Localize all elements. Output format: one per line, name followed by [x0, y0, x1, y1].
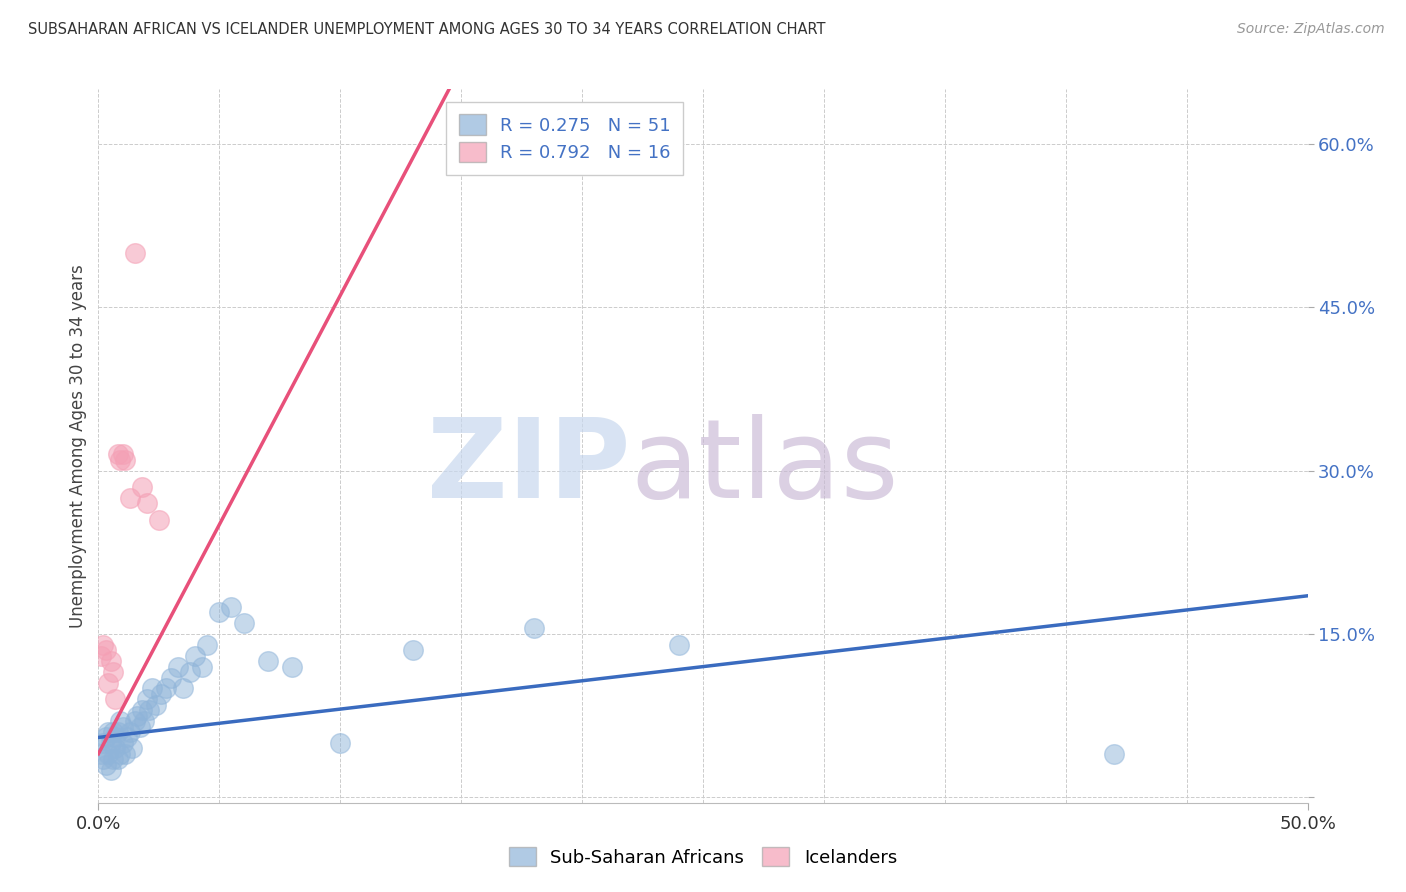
Sub-Saharan Africans: [131, 703, 153, 717]
Sub-Saharan Africans: [256, 654, 278, 668]
Sub-Saharan Africans: [91, 752, 114, 766]
Sub-Saharan Africans: [104, 731, 127, 745]
Icelanders: [135, 496, 157, 510]
Sub-Saharan Africans: [121, 741, 143, 756]
Sub-Saharan Africans: [100, 736, 122, 750]
Sub-Saharan Africans: [135, 692, 157, 706]
Y-axis label: Unemployment Among Ages 30 to 34 years: Unemployment Among Ages 30 to 34 years: [69, 264, 87, 628]
Icelanders: [97, 676, 120, 690]
Sub-Saharan Africans: [668, 638, 690, 652]
Icelanders: [114, 452, 136, 467]
Sub-Saharan Africans: [145, 698, 167, 712]
Sub-Saharan Africans: [107, 725, 129, 739]
Legend: Sub-Saharan Africans, Icelanders: Sub-Saharan Africans, Icelanders: [502, 840, 904, 874]
Icelanders: [148, 512, 170, 526]
Sub-Saharan Africans: [97, 725, 120, 739]
Icelanders: [100, 654, 122, 668]
Icelanders: [107, 447, 129, 461]
Icelanders: [104, 692, 127, 706]
Sub-Saharan Africans: [1102, 747, 1125, 761]
Sub-Saharan Africans: [172, 681, 194, 696]
Sub-Saharan Africans: [138, 703, 160, 717]
Sub-Saharan Africans: [134, 714, 156, 728]
Sub-Saharan Africans: [107, 752, 129, 766]
Sub-Saharan Africans: [111, 720, 134, 734]
Sub-Saharan Africans: [94, 731, 117, 745]
Sub-Saharan Africans: [104, 741, 127, 756]
Sub-Saharan Africans: [523, 622, 546, 636]
Sub-Saharan Africans: [97, 747, 120, 761]
Icelanders: [124, 245, 146, 260]
Sub-Saharan Africans: [117, 731, 139, 745]
Sub-Saharan Africans: [191, 659, 214, 673]
Sub-Saharan Africans: [108, 714, 131, 728]
Sub-Saharan Africans: [127, 708, 149, 723]
Sub-Saharan Africans: [221, 599, 243, 614]
Sub-Saharan Africans: [108, 747, 131, 761]
Sub-Saharan Africans: [111, 736, 134, 750]
Icelanders: [111, 447, 134, 461]
Text: SUBSAHARAN AFRICAN VS ICELANDER UNEMPLOYMENT AMONG AGES 30 TO 34 YEARS CORRELATI: SUBSAHARAN AFRICAN VS ICELANDER UNEMPLOY…: [28, 22, 825, 37]
Icelanders: [131, 480, 153, 494]
Sub-Saharan Africans: [100, 763, 122, 777]
Sub-Saharan Africans: [150, 687, 173, 701]
Sub-Saharan Africans: [155, 681, 177, 696]
Sub-Saharan Africans: [195, 638, 218, 652]
Sub-Saharan Africans: [208, 605, 231, 619]
Sub-Saharan Africans: [141, 681, 163, 696]
Legend: R = 0.275   N = 51, R = 0.792   N = 16: R = 0.275 N = 51, R = 0.792 N = 16: [446, 102, 683, 175]
Sub-Saharan Africans: [114, 747, 136, 761]
Text: atlas: atlas: [630, 414, 898, 521]
Sub-Saharan Africans: [90, 747, 112, 761]
Icelanders: [94, 643, 117, 657]
Icelanders: [108, 452, 131, 467]
Icelanders: [101, 665, 124, 679]
Sub-Saharan Africans: [402, 643, 425, 657]
Sub-Saharan Africans: [101, 725, 124, 739]
Sub-Saharan Africans: [329, 736, 352, 750]
Text: ZIP: ZIP: [427, 414, 630, 521]
Sub-Saharan Africans: [167, 659, 190, 673]
Sub-Saharan Africans: [179, 665, 201, 679]
Sub-Saharan Africans: [101, 752, 124, 766]
Sub-Saharan Africans: [281, 659, 304, 673]
Sub-Saharan Africans: [184, 648, 207, 663]
Sub-Saharan Africans: [232, 615, 254, 630]
Sub-Saharan Africans: [124, 714, 146, 728]
Sub-Saharan Africans: [118, 725, 141, 739]
Text: Source: ZipAtlas.com: Source: ZipAtlas.com: [1237, 22, 1385, 37]
Sub-Saharan Africans: [91, 736, 114, 750]
Sub-Saharan Africans: [128, 720, 150, 734]
Sub-Saharan Africans: [160, 671, 183, 685]
Icelanders: [90, 648, 112, 663]
Icelanders: [91, 638, 114, 652]
Sub-Saharan Africans: [94, 757, 117, 772]
Icelanders: [118, 491, 141, 505]
